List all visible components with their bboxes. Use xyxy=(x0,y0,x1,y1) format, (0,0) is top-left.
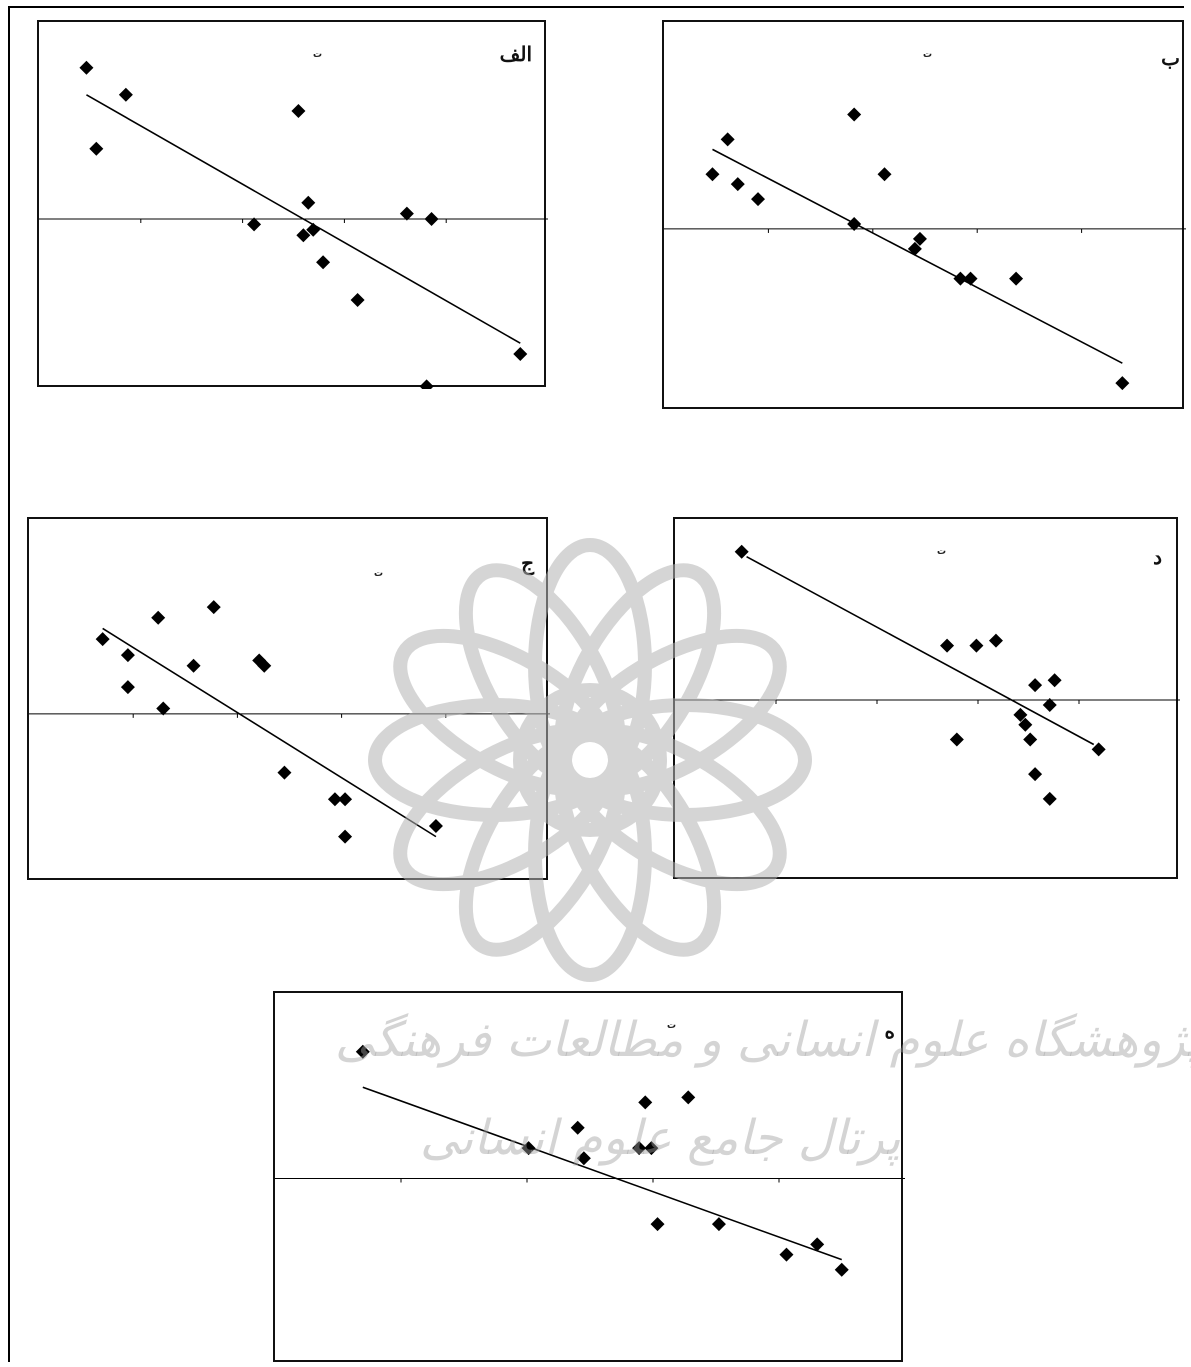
data-point xyxy=(1047,673,1062,688)
data-point xyxy=(521,1141,536,1156)
data-point xyxy=(720,132,735,147)
trend-line xyxy=(712,148,1123,364)
scatter-panel-jim: ج ت xyxy=(27,517,550,880)
data-point xyxy=(907,241,922,256)
data-point xyxy=(120,648,135,663)
data-point xyxy=(940,638,955,653)
data-point xyxy=(252,653,267,668)
scatter-panel-dal: د ت xyxy=(673,517,1180,879)
data-point xyxy=(644,1141,659,1156)
data-point xyxy=(301,195,316,210)
data-point xyxy=(570,1120,585,1135)
data-point xyxy=(751,192,766,207)
data-point xyxy=(810,1237,825,1252)
data-point xyxy=(834,1262,849,1277)
panel-note: ت xyxy=(923,50,933,60)
data-point xyxy=(1023,732,1038,747)
data-point xyxy=(963,271,978,286)
data-point xyxy=(277,765,292,780)
data-point xyxy=(734,544,749,559)
data-point xyxy=(428,818,443,833)
panel-note: ت xyxy=(313,50,323,60)
scatter-plot-jim xyxy=(29,600,550,844)
data-point xyxy=(355,1044,370,1059)
data-point xyxy=(1115,376,1130,391)
panel-note: ت xyxy=(937,547,947,557)
watermark-text-line1: پژوهشگاه علوم انسانی و مطالعات فرهنگی xyxy=(335,1012,1191,1068)
data-point xyxy=(296,228,311,243)
data-point xyxy=(156,701,171,716)
data-point xyxy=(327,792,342,807)
data-point xyxy=(638,1095,653,1110)
data-point xyxy=(79,60,94,75)
data-point xyxy=(730,177,745,192)
data-point xyxy=(419,379,434,389)
data-point xyxy=(650,1217,665,1232)
data-point xyxy=(95,632,110,647)
data-point xyxy=(291,104,306,118)
panel-note: ت xyxy=(667,1021,677,1031)
data-point xyxy=(847,216,862,231)
data-point xyxy=(424,212,439,226)
data-point xyxy=(576,1151,591,1166)
watermark-petal xyxy=(528,728,652,982)
data-point xyxy=(969,638,984,653)
data-point xyxy=(847,107,862,122)
scatter-plot-he xyxy=(275,1044,905,1277)
scatter-plot-dal xyxy=(675,544,1180,806)
data-point xyxy=(399,206,414,221)
data-point xyxy=(1013,707,1028,722)
data-point xyxy=(912,231,927,246)
data-point xyxy=(89,141,104,156)
data-point xyxy=(681,1090,696,1105)
data-point xyxy=(632,1141,647,1156)
data-point xyxy=(118,87,133,102)
data-point xyxy=(206,600,221,615)
page-left-rule xyxy=(8,6,10,1362)
data-point xyxy=(1018,717,1033,732)
panel-label: ب xyxy=(1161,46,1180,70)
data-point xyxy=(988,633,1003,648)
trend-line xyxy=(102,627,437,838)
panel-note: ت xyxy=(374,569,384,579)
data-point xyxy=(120,680,135,695)
scatter-panel-he: ه ت xyxy=(273,991,905,1362)
data-point xyxy=(1028,767,1043,782)
data-point xyxy=(877,167,892,182)
data-point xyxy=(316,255,331,270)
scatter-plot-be xyxy=(664,107,1186,391)
data-point xyxy=(711,1217,726,1232)
data-point xyxy=(513,347,528,361)
data-point xyxy=(779,1247,794,1262)
trend-line xyxy=(86,94,521,344)
watermark-petal xyxy=(528,538,652,792)
data-point xyxy=(705,167,720,182)
scatter-panel-be: ب ت xyxy=(662,20,1186,409)
data-point xyxy=(1042,791,1057,806)
panel-label: ه xyxy=(884,1019,895,1043)
data-point xyxy=(953,271,968,286)
scatter-panel-alef: الف ت xyxy=(37,20,548,389)
data-point xyxy=(186,658,201,673)
data-point xyxy=(338,829,353,844)
panel-label: د xyxy=(1153,545,1162,569)
data-point xyxy=(1028,678,1043,693)
data-point xyxy=(247,217,262,232)
data-point xyxy=(1042,697,1057,712)
panel-label: ج xyxy=(521,551,534,575)
data-point xyxy=(350,293,365,307)
watermark-text-line2: پرتال جامع علوم انسانی xyxy=(420,1110,901,1166)
trend-line xyxy=(746,555,1095,746)
data-point xyxy=(1091,742,1106,757)
data-point xyxy=(949,732,964,747)
data-point xyxy=(306,222,321,237)
page-top-rule xyxy=(8,6,1184,8)
panel-label: الف xyxy=(499,42,532,66)
trend-line xyxy=(362,1086,843,1261)
data-point xyxy=(151,610,166,625)
data-point xyxy=(257,658,272,673)
scatter-plot-alef xyxy=(39,60,548,389)
data-point xyxy=(1009,271,1024,286)
data-point xyxy=(338,792,353,807)
